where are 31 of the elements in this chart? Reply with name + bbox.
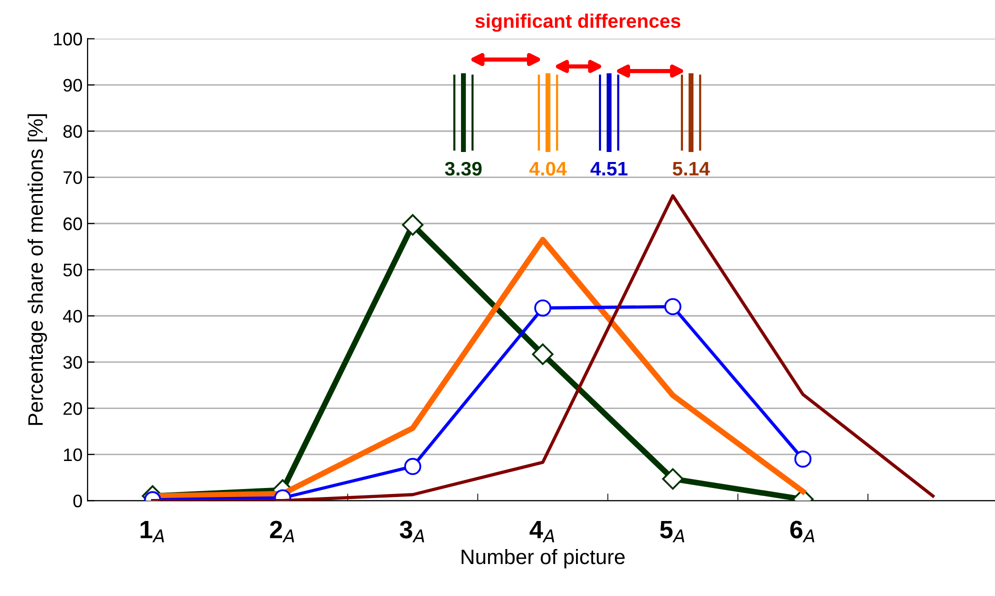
y-tick-label: 10 xyxy=(64,448,82,462)
y-tick-label: 40 xyxy=(63,310,82,323)
point xyxy=(404,458,422,476)
x-tick-label: 1$_{A}$ xyxy=(140,520,164,542)
x-tick-label: 5$_{A}$ xyxy=(660,520,684,542)
ref-line-label: 5.14 xyxy=(672,162,710,176)
ref-line-label: 4.51 xyxy=(590,162,628,176)
y-tick-label: 100 xyxy=(54,32,82,46)
point xyxy=(532,343,554,365)
point xyxy=(534,299,552,317)
y-tick-label: 90 xyxy=(63,78,82,92)
x-tick-label: 6$_{A}$ xyxy=(790,520,814,542)
x-axis-title: Number of picture xyxy=(462,548,625,568)
x-tick-label: 3$_{A}$ xyxy=(400,520,424,542)
y-tick-label: 20 xyxy=(64,402,82,415)
ref-line-label: 3.39 xyxy=(444,162,482,176)
y-tick-label: 60 xyxy=(64,217,82,230)
x-tick-label: 4$_{A}$ xyxy=(530,520,554,542)
y-axis-title: Percentage share of mentions [%] xyxy=(28,114,48,425)
x-tick-label: 2$_{A}$ xyxy=(270,520,294,542)
point xyxy=(664,298,682,316)
y-tick-label: 70 xyxy=(64,171,82,184)
point xyxy=(402,214,424,236)
ref-line-label: 4.04 xyxy=(529,162,567,176)
point xyxy=(794,450,812,468)
point xyxy=(662,468,684,490)
y-tick-label: 50 xyxy=(63,264,82,276)
y-tick-label: 30 xyxy=(63,356,82,369)
y-tick-label: 80 xyxy=(63,125,82,138)
y-tick-label: 0 xyxy=(73,494,82,508)
text: significant differences xyxy=(475,14,680,32)
